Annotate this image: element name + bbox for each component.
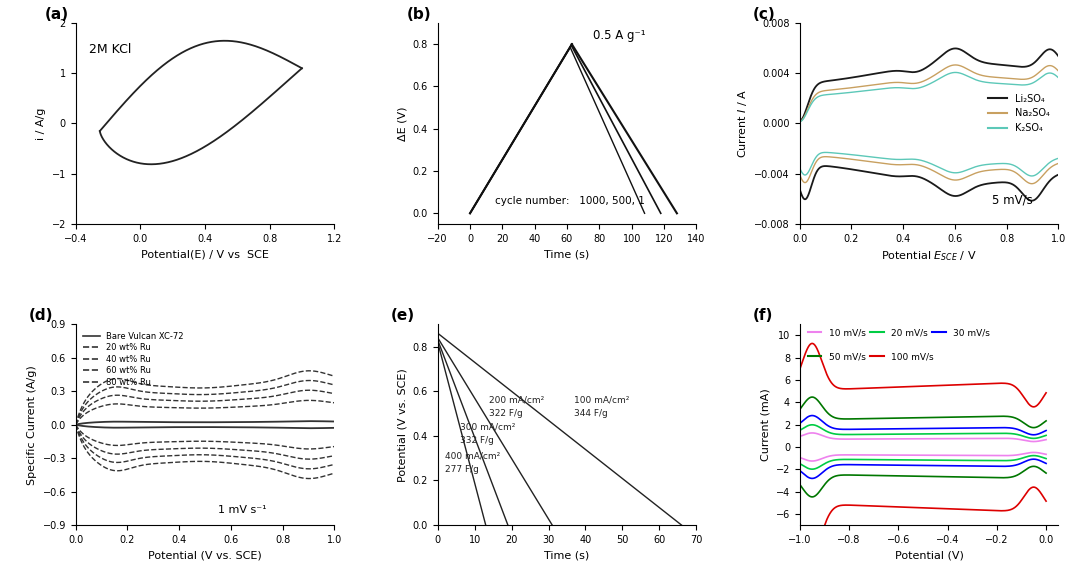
Text: 100 mA/cm²: 100 mA/cm² [575, 395, 630, 404]
Y-axis label: Potential (V vs. SCE): Potential (V vs. SCE) [397, 368, 407, 482]
Y-axis label: i / A/g: i / A/g [36, 107, 46, 140]
Text: 344 F/g: 344 F/g [575, 409, 608, 418]
Text: (f): (f) [753, 308, 773, 323]
Text: 5 mV/s: 5 mV/s [991, 194, 1032, 207]
Y-axis label: Current (mA): Current (mA) [760, 388, 770, 461]
X-axis label: Potential $E_{SCE}$ / V: Potential $E_{SCE}$ / V [881, 249, 977, 263]
Text: 300 mA/cm²: 300 mA/cm² [460, 422, 515, 431]
Text: 0.5 A g⁻¹: 0.5 A g⁻¹ [593, 29, 646, 42]
Y-axis label: Current $I$ / A: Current $I$ / A [735, 89, 748, 158]
Legend: Bare Vulcan XC-72, 20 wt% Ru, 40 wt% Ru, 60 wt% Ru, 80 wt% Ru: Bare Vulcan XC-72, 20 wt% Ru, 40 wt% Ru,… [80, 328, 187, 390]
Text: 200 mA/cm²: 200 mA/cm² [489, 395, 544, 404]
Text: 322 F/g: 322 F/g [489, 409, 523, 418]
Text: 332 F/g: 332 F/g [460, 436, 494, 444]
Text: 2M KCl: 2M KCl [89, 43, 131, 56]
Text: 1 mV s⁻¹: 1 mV s⁻¹ [218, 505, 267, 515]
X-axis label: Time (s): Time (s) [544, 550, 590, 560]
Text: (c): (c) [753, 7, 775, 22]
Legend: 50 mV/s, 100 mV/s: 50 mV/s, 100 mV/s [805, 349, 937, 365]
Text: (b): (b) [407, 7, 431, 22]
Text: (d): (d) [29, 308, 54, 323]
X-axis label: Potential (V): Potential (V) [894, 550, 963, 560]
Text: (e): (e) [391, 308, 415, 323]
Y-axis label: ΔE (V): ΔE (V) [397, 106, 407, 141]
X-axis label: Time (s): Time (s) [544, 249, 590, 259]
Text: (a): (a) [44, 7, 69, 22]
Y-axis label: Specific Current (A/g): Specific Current (A/g) [27, 365, 37, 485]
Text: 400 mA/cm²: 400 mA/cm² [445, 451, 500, 460]
Text: 277 F/g: 277 F/g [445, 464, 478, 474]
X-axis label: Potential (V vs. SCE): Potential (V vs. SCE) [148, 550, 261, 560]
Legend: Li₂SO₄, Na₂SO₄, K₂SO₄: Li₂SO₄, Na₂SO₄, K₂SO₄ [984, 89, 1053, 137]
Text: cycle number:   1000, 500, 1: cycle number: 1000, 500, 1 [495, 196, 645, 206]
X-axis label: Potential(E) / V vs  SCE: Potential(E) / V vs SCE [141, 249, 269, 259]
